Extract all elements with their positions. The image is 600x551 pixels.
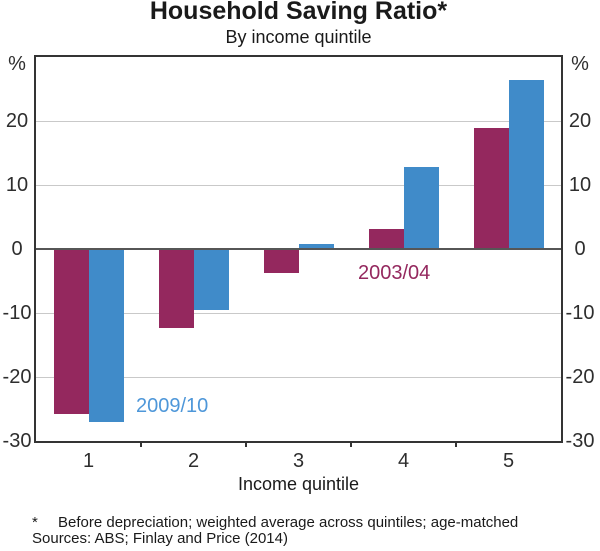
bar-2003-04-q4 <box>368 228 404 249</box>
x-tick-label-3: 3 <box>292 450 305 472</box>
y-tick-label-left-20: 20 <box>5 110 29 132</box>
footnote-line-1: * Before depreciation; weighted average a… <box>32 514 582 531</box>
gridline-20 <box>36 120 561 122</box>
bar-2009-10-q2 <box>193 249 229 310</box>
bar-2003-04-q2 <box>158 249 194 328</box>
chart-subtitle: By income quintile <box>225 27 372 47</box>
bar-2009-10-q1 <box>88 249 124 422</box>
footnote-asterisk: * <box>32 514 38 531</box>
x-tick-label-1: 1 <box>82 450 95 472</box>
unit-label-right: % <box>571 53 589 75</box>
bar-2009-10-q5 <box>508 80 544 249</box>
series-label-2009-10: 2009/10 <box>136 395 209 417</box>
x-axis-tick <box>455 443 457 447</box>
y-tick-label-right--20: -20 <box>565 366 595 388</box>
bar-2009-10-q3 <box>298 243 334 249</box>
bar-2003-04-q5 <box>473 128 509 249</box>
bar-2003-04-q3 <box>263 249 299 273</box>
y-tick-label-left--10: -10 <box>2 302 32 324</box>
x-tick-label-4: 4 <box>397 450 410 472</box>
y-tick-label-right-20: 20 <box>568 110 592 132</box>
y-tick-label-left-10: 10 <box>5 174 29 196</box>
footnote-text: Before depreciation; weighted average ac… <box>58 514 519 531</box>
y-tick-label-right-10: 10 <box>568 174 592 196</box>
bar-2003-04-q1 <box>53 249 89 415</box>
x-tick-label-5: 5 <box>502 450 515 472</box>
x-axis-tick <box>350 443 352 447</box>
zero-line <box>36 248 561 250</box>
x-axis-title: Income quintile <box>237 474 360 494</box>
gridline-10 <box>36 184 561 186</box>
y-tick-label-right--30: -30 <box>565 430 595 452</box>
series-label-2003-04: 2003/04 <box>358 262 431 284</box>
x-tick-label-2: 2 <box>187 450 200 472</box>
x-axis-tick <box>245 443 247 447</box>
gridline--20 <box>36 376 561 378</box>
gridline--10 <box>36 312 561 314</box>
y-tick-label-right-0: 0 <box>574 238 586 260</box>
bar-2009-10-q4 <box>403 167 439 249</box>
chart-title: Household Saving Ratio* <box>149 0 448 25</box>
x-axis-tick <box>140 443 142 447</box>
footnote-sources: Sources: ABS; Finlay and Price (2014) <box>32 530 288 547</box>
y-tick-label-right--10: -10 <box>565 302 595 324</box>
y-tick-label-left--30: -30 <box>2 430 32 452</box>
y-tick-label-left-0: 0 <box>11 238 23 260</box>
y-tick-label-left--20: -20 <box>2 366 32 388</box>
unit-label-left: % <box>8 53 26 75</box>
